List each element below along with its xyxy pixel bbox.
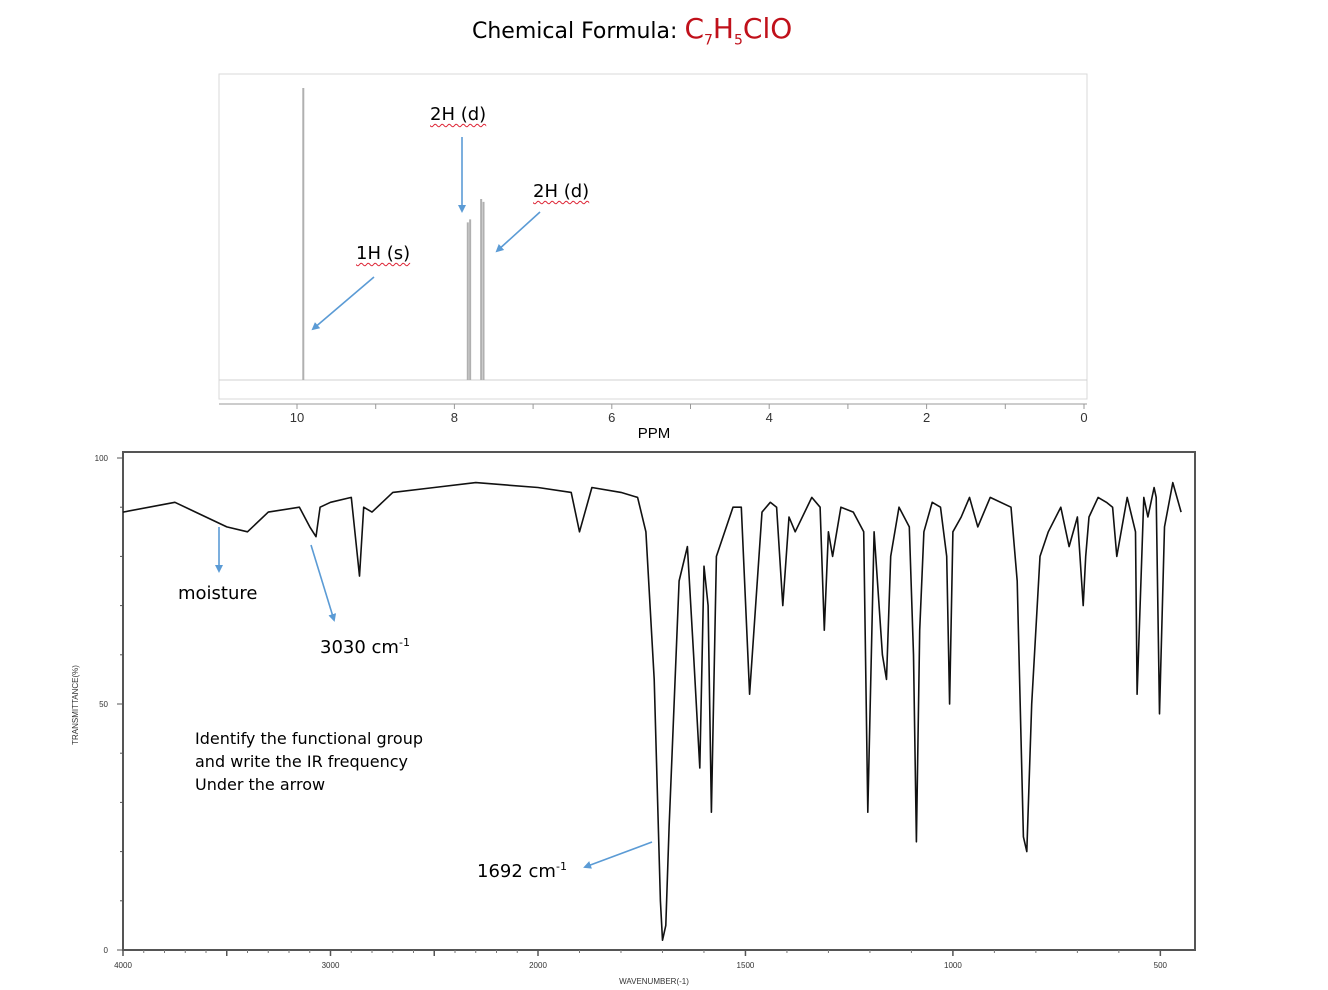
- nmr-tick-label: 4: [766, 410, 773, 425]
- ir-x-tick-label: 4000: [114, 961, 132, 970]
- label-moisture: moisture: [178, 583, 258, 604]
- ir-x-axis-label: WAVENUMBER(-1): [619, 977, 689, 986]
- nmr-peaks: [302, 88, 485, 380]
- nmr-frame: [218, 73, 1088, 400]
- ir-series-line: [122, 481, 1182, 942]
- nmr-x-axis: 10 8 6 4 2 0: [219, 403, 1088, 425]
- ir-x-tick-label: 1500: [737, 961, 755, 970]
- instruction-line: Under the arrow: [195, 775, 326, 794]
- nmr-tick-label: 0: [1080, 410, 1087, 425]
- instruction-line: Identify the functional group: [195, 729, 423, 748]
- arrow-3030: [310, 544, 337, 622]
- nmr-tick-label: 8: [451, 410, 458, 425]
- title-prefix: Chemical Formula:: [472, 19, 685, 44]
- chemical-formula: C7H5ClO: [684, 12, 793, 49]
- ir-frame: [122, 451, 1196, 951]
- nmr-tick-label: 2: [923, 410, 930, 425]
- ir-y-tick-label: 0: [104, 946, 109, 955]
- instruction-line: and write the IR frequency: [195, 752, 409, 771]
- arrow-2h-d-b: [495, 211, 541, 253]
- ir-x-tick-label: 2000: [529, 961, 547, 970]
- instruction-text: Identify the functional group and write …: [195, 727, 423, 796]
- ir-x-tick-label: 1000: [944, 961, 962, 970]
- label-3030: 3030 cm-1: [320, 636, 410, 658]
- label-1h-s: 1H (s): [356, 243, 411, 264]
- ir-y-tick-label: 50: [99, 700, 108, 709]
- ir-x-tick-label: 3000: [322, 961, 340, 970]
- nmr-spectrum: 10 8 6 4 2 0 PPM: [218, 73, 1088, 442]
- label-2h-d-a: 2H (d): [430, 104, 487, 125]
- arrow-1h-s: [311, 276, 375, 331]
- nmr-tick-label: 6: [608, 410, 615, 425]
- nmr-tick-label: 10: [290, 410, 304, 425]
- arrow-1692: [583, 841, 653, 869]
- label-1692: 1692 cm-1: [477, 860, 567, 882]
- nmr-x-axis-label: PPM: [638, 425, 671, 442]
- ir-y-tick-label: 100: [95, 454, 109, 463]
- ir-y-axis-label: TRANSMITTANCE(%): [71, 665, 80, 745]
- chart-title: Chemical Formula: C7H5ClO: [472, 12, 792, 49]
- label-2h-d-b: 2H (d): [533, 181, 590, 202]
- ir-x-tick-label: 500: [1154, 961, 1168, 970]
